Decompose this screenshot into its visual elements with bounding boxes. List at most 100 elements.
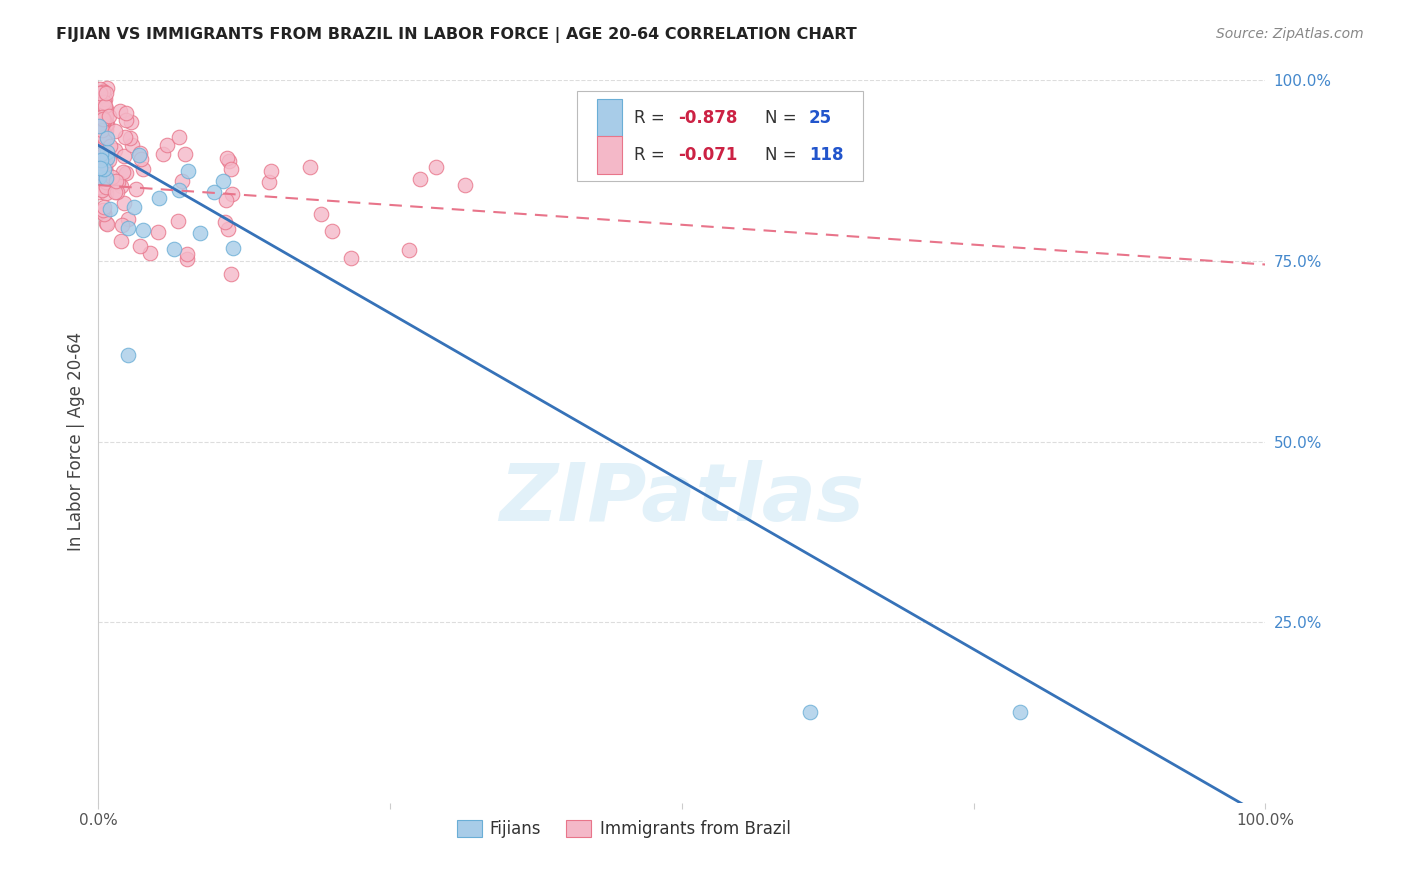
Point	[117, 348, 139, 362]
Point	[91, 117, 114, 131]
Point	[122, 200, 145, 214]
Point	[89, 126, 111, 140]
Point	[91, 123, 114, 137]
Point	[217, 221, 239, 235]
Point	[128, 238, 150, 252]
Point	[340, 252, 363, 266]
Point	[167, 130, 190, 145]
Point	[114, 130, 136, 145]
Point	[167, 183, 190, 197]
Point	[87, 180, 110, 194]
Point	[124, 182, 146, 196]
Point	[110, 178, 132, 193]
Point	[176, 246, 198, 260]
Point	[321, 224, 343, 238]
Point	[222, 241, 245, 255]
Point	[90, 124, 112, 138]
Point	[104, 143, 127, 157]
Point	[115, 166, 138, 180]
Point	[132, 223, 155, 237]
Point	[112, 196, 135, 211]
Point	[94, 109, 117, 123]
Point	[176, 252, 198, 266]
FancyBboxPatch shape	[576, 91, 863, 181]
Point	[90, 151, 112, 165]
Point	[148, 191, 170, 205]
Text: ZIPatlas: ZIPatlas	[499, 460, 865, 539]
Point	[94, 153, 117, 167]
Point	[132, 161, 155, 176]
Point	[120, 115, 142, 129]
Point	[94, 128, 117, 143]
Point	[215, 151, 238, 165]
Point	[94, 87, 117, 101]
Point	[93, 162, 115, 177]
Point	[91, 111, 114, 125]
Point	[94, 157, 117, 171]
Point	[121, 138, 143, 153]
Point	[93, 148, 115, 162]
Point	[94, 180, 117, 194]
Point	[87, 169, 110, 184]
Point	[93, 99, 115, 113]
Point	[174, 146, 197, 161]
Point	[98, 153, 121, 167]
Point	[98, 202, 121, 216]
Point	[101, 170, 124, 185]
Point	[94, 170, 117, 185]
Point	[96, 118, 118, 132]
Point	[108, 104, 131, 119]
Text: Source: ZipAtlas.com: Source: ZipAtlas.com	[1216, 27, 1364, 41]
Text: N =: N =	[765, 109, 801, 127]
Point	[98, 139, 121, 153]
Point	[214, 215, 236, 229]
Text: 25: 25	[808, 109, 832, 127]
Point	[107, 175, 129, 189]
Point	[219, 267, 242, 281]
Point	[96, 145, 118, 159]
Point	[90, 147, 112, 161]
Point	[90, 153, 112, 167]
Point	[93, 206, 115, 220]
Point	[93, 200, 115, 214]
Point	[87, 185, 110, 199]
Text: -0.071: -0.071	[679, 146, 738, 164]
Point	[89, 161, 111, 176]
Point	[215, 193, 238, 207]
Point	[94, 175, 117, 189]
Point	[93, 138, 115, 153]
Point	[257, 175, 280, 189]
Point	[94, 154, 117, 169]
Point	[89, 88, 111, 103]
Point	[91, 84, 114, 98]
Point	[129, 145, 152, 160]
Point	[128, 148, 150, 162]
Point	[110, 234, 132, 248]
Point	[91, 116, 114, 130]
Point	[139, 245, 162, 260]
Bar	[596, 99, 623, 136]
Point	[105, 186, 128, 200]
Point	[114, 106, 136, 120]
Point	[172, 174, 194, 188]
Point	[129, 152, 152, 166]
Text: 118: 118	[808, 146, 844, 164]
Text: FIJIAN VS IMMIGRANTS FROM BRAZIL IN LABOR FORCE | AGE 20-64 CORRELATION CHART: FIJIAN VS IMMIGRANTS FROM BRAZIL IN LABO…	[56, 27, 858, 43]
Point	[94, 217, 117, 231]
Point	[425, 160, 447, 174]
Point	[97, 109, 120, 123]
Point	[799, 706, 821, 720]
Point	[218, 154, 240, 169]
Point	[94, 109, 117, 123]
Point	[454, 178, 477, 193]
Point	[259, 164, 281, 178]
Point	[114, 112, 136, 127]
Point	[120, 130, 142, 145]
Point	[91, 85, 114, 99]
Point	[112, 149, 135, 163]
Point	[221, 162, 243, 177]
Point	[94, 117, 117, 131]
Point	[188, 226, 211, 240]
Point	[96, 102, 118, 116]
Y-axis label: In Labor Force | Age 20-64: In Labor Force | Age 20-64	[66, 332, 84, 551]
